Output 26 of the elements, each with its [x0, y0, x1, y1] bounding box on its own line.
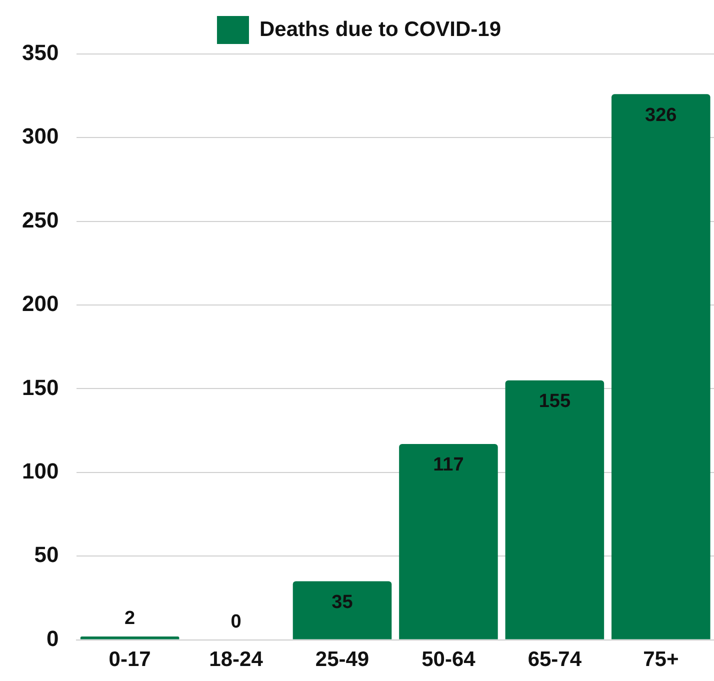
- x-tick-label: 65-74: [528, 648, 582, 672]
- y-tick-label: 50: [34, 542, 59, 568]
- y-tick-label: 250: [22, 207, 59, 232]
- y-tick-label: 100: [22, 458, 59, 484]
- data-label: 326: [645, 104, 677, 126]
- bar: [292, 581, 392, 640]
- x-tick-label: 25-49: [315, 648, 370, 672]
- legend-label: Deaths due to COVID-19: [259, 18, 502, 41]
- y-tick-label: 300: [22, 124, 59, 149]
- y-tick-label: 350: [22, 40, 59, 66]
- data-label: 0: [230, 612, 242, 633]
- bar: [80, 636, 180, 640]
- bar: [505, 380, 604, 640]
- x-tick-label: 50-64: [422, 648, 476, 672]
- y-tick-label: 200: [22, 291, 59, 316]
- y-tick-label: 150: [22, 374, 59, 400]
- y-tick-label: 0: [46, 626, 59, 651]
- x-tick-label: 0-17: [108, 648, 151, 672]
- data-label: 155: [538, 391, 571, 412]
- data-label: 117: [433, 454, 464, 476]
- bar: [399, 444, 498, 640]
- data-label: 35: [332, 592, 354, 613]
- data-label: 2: [124, 608, 136, 630]
- bar: [612, 94, 710, 640]
- x-tick-label: 18-24: [209, 648, 264, 672]
- x-tick-label: 75+: [643, 648, 679, 672]
